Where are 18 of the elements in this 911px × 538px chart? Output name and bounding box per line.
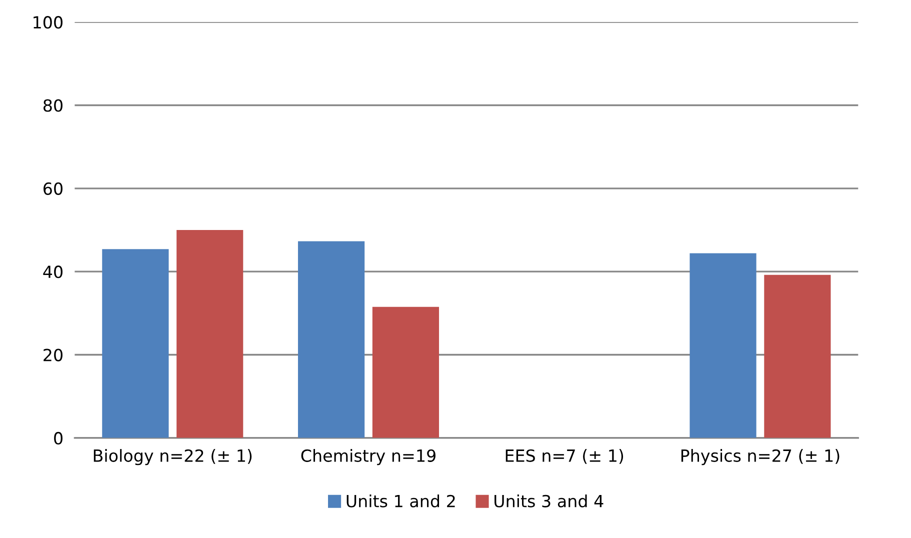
bar — [176, 230, 244, 438]
bar — [102, 249, 169, 438]
bar — [764, 274, 831, 438]
bar — [372, 306, 440, 438]
legend-label: Units 3 and 4 — [494, 494, 604, 508]
y-tick-label: 40 — [43, 266, 62, 278]
bar — [298, 241, 365, 438]
x-tick-label: Physics n=27 (± 1) — [681, 449, 840, 466]
y-tick-label: 20 — [44, 348, 62, 362]
y-tick-label: 100 — [34, 16, 62, 29]
bar — [690, 253, 756, 438]
legend-label: Units 1 and 2 — [346, 494, 455, 508]
y-tick-label: 0 — [54, 432, 62, 444]
y-tick-label: 60 — [44, 182, 62, 195]
x-tick-label: Biology n=22 (± 1) — [94, 449, 252, 466]
x-tick-label: EES n=7 (± 1) — [506, 449, 624, 464]
y-tick-label: 80 — [44, 99, 62, 112]
x-tick-label: Chemistry n=19 — [301, 449, 436, 466]
